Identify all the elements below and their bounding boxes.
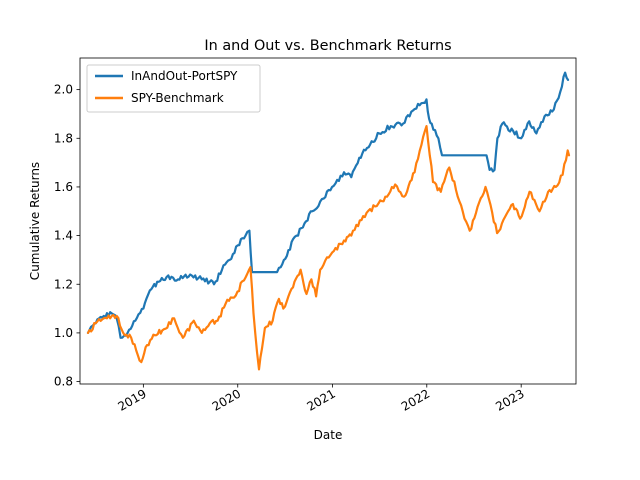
series-line-spy-benchmark (86, 125, 571, 371)
legend-label-inandout: InAndOut-PortSPY (131, 69, 238, 83)
series-lines (86, 71, 571, 371)
y-tick-label: 0.8 (54, 375, 73, 389)
y-tick-label: 1.6 (54, 180, 73, 194)
y-axis-label: Cumulative Returns (28, 162, 42, 280)
y-tick-label: 1.8 (54, 131, 73, 145)
chart-title: In and Out vs. Benchmark Returns (204, 38, 451, 54)
legend: InAndOut-PortSPY SPY-Benchmark (86, 64, 261, 113)
plot-frame (79, 57, 577, 385)
y-tick-label: 1.0 (54, 326, 73, 340)
x-axis-label: Date (314, 428, 343, 442)
series-line-inandout-portspy (86, 71, 570, 339)
y-tick-label: 1.2 (54, 277, 73, 291)
y-tick-label: 2.0 (54, 83, 73, 97)
legend-label-spy: SPY-Benchmark (131, 91, 224, 105)
y-axis: 0.8 1.0 1.2 1.4 1.6 1.8 2.0 (54, 83, 80, 389)
legend-box (86, 64, 261, 113)
y-tick-label: 1.4 (54, 229, 73, 243)
